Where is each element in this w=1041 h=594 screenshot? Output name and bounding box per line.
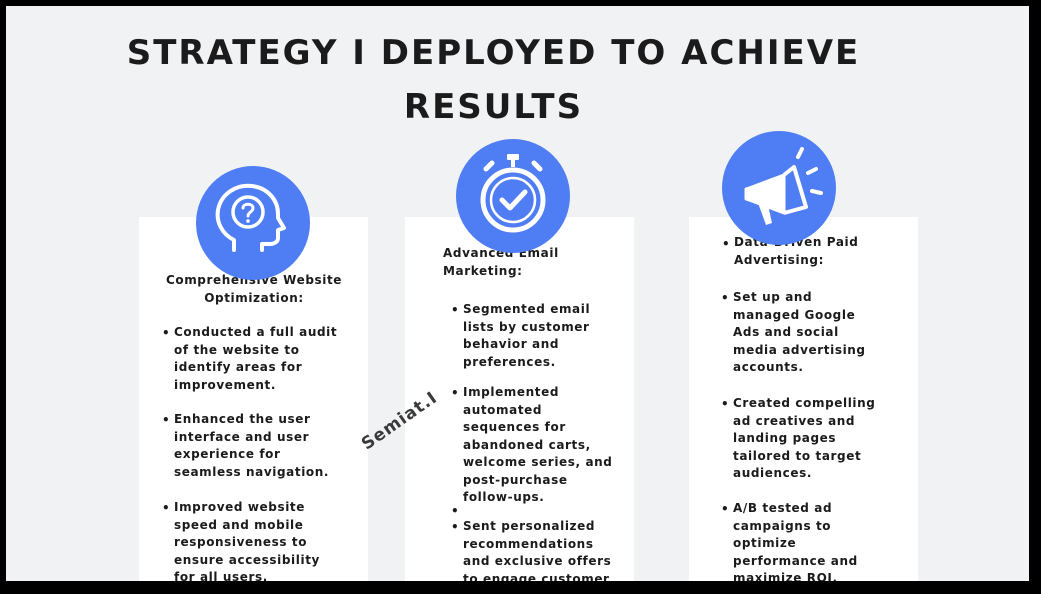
card-heading-line: Marketing: (443, 263, 523, 278)
list-item-line: accounts. (733, 360, 804, 374)
list-item-line: Created compelling (733, 396, 876, 410)
list-item-line: and exclusive offers (463, 554, 612, 568)
list-item-line: Segmented email (463, 302, 591, 316)
bullet-dot: • (162, 413, 170, 427)
bullet-dot: • (721, 397, 729, 411)
card-email-marketing: Advanced Email Marketing: • Segmented em… (405, 217, 634, 581)
list-item: Conducted a full audit of the website to… (174, 324, 337, 394)
list-item-line: responsiveness to (174, 535, 308, 549)
list-item-line: to engage customer (463, 571, 610, 582)
bullet-dot: • (451, 504, 459, 518)
list-item-line: campaigns to (733, 518, 832, 533)
list-item-line: landing pages (733, 431, 837, 445)
list-item-line: Improved website (174, 500, 305, 514)
bullet-dot: • (451, 520, 459, 534)
list-item-line: Conducted a full audit (174, 325, 338, 339)
card-heading-line: Optimization: (204, 290, 304, 305)
list-item-line: improvement. (174, 377, 277, 392)
list-item-line: media advertising (733, 342, 866, 357)
megaphone-icon (722, 131, 836, 245)
stopwatch-check-icon (456, 139, 570, 253)
list-item: Set up and managed Google Ads and social… (733, 289, 866, 377)
list-item-line: Enhanced the user (174, 412, 311, 426)
title-line-1: STRATEGY I DEPLOYED TO ACHIEVE (126, 33, 861, 73)
list-item-line: speed and mobile (174, 517, 304, 532)
list-item-line: automated (463, 402, 543, 417)
list-item-line: Implemented (463, 385, 560, 399)
bullet-dot: • (451, 386, 459, 400)
list-item: Created compelling ad creatives and land… (733, 395, 875, 483)
list-item: Improved website speed and mobile respon… (174, 499, 320, 581)
list-item-line: maximize ROI. (733, 571, 838, 581)
list-item-line: welcome series, and (463, 455, 613, 469)
list-item-line: performance and (733, 553, 858, 568)
list-item-line: interface and user (174, 429, 310, 444)
list-item-line: tailored to target (733, 448, 862, 463)
list-item-line: managed Google (733, 307, 856, 322)
list-item-line: behavior and (463, 337, 560, 351)
list-item-line: follow-ups. (463, 490, 545, 504)
title-line-2: RESULTS (403, 87, 584, 127)
bullet-dot: • (162, 326, 170, 340)
page-title: STRATEGY I DEPLOYED TO ACHIEVE RESULTS (6, 26, 981, 134)
card-heading-line: Advertising: (734, 252, 824, 267)
card-heading: Comprehensive Website Optimization: (154, 272, 354, 307)
list-item-line: identify areas for (174, 360, 303, 374)
bullet-dot: • (162, 501, 170, 515)
list-item-line: seamless navigation. (174, 464, 330, 479)
bullet-dot: • (721, 291, 729, 305)
list-item-line: for all users. (174, 570, 268, 581)
list-item-line: experience for (174, 447, 281, 461)
list-item: Enhanced the user interface and user exp… (174, 411, 329, 481)
list-item-line: A/B tested ad (733, 501, 833, 515)
list-item-line: sequences for (463, 420, 566, 434)
list-item: Segmented email lists by customer behavi… (463, 301, 590, 371)
card-paid-advertising: • Data-Driven Paid Advertising: • Set up… (689, 217, 918, 581)
bullet-dot: • (722, 237, 730, 251)
list-item-line: Set up and (733, 290, 813, 304)
bullet-dot: • (451, 303, 459, 317)
bullet-dot: • (721, 502, 729, 516)
head-question-icon (196, 166, 310, 280)
list-item-line: abandoned carts, (463, 437, 591, 452)
list-item-line: Sent personalized (463, 519, 596, 533)
list-item-line: post-purchase (463, 472, 568, 487)
list-item-line: ad creatives and (733, 413, 856, 428)
list-item: A/B tested ad campaigns to optimize perf… (733, 500, 858, 581)
list-item-line: audiences. (733, 466, 812, 480)
list-item: Sent personalized recommendations and ex… (463, 518, 611, 581)
card-heading-line: Comprehensive Website (165, 273, 343, 287)
list-item-line: optimize (733, 536, 797, 550)
infographic: STRATEGY I DEPLOYED TO ACHIEVE RESULTS C… (6, 6, 1029, 581)
list-item-line: recommendations (463, 536, 594, 551)
list-item: Implemented automated sequences for aban… (463, 384, 612, 507)
list-item-line: preferences. (463, 354, 556, 369)
list-item-line: ensure accessibility (174, 552, 320, 567)
list-item-line: Ads and social (733, 325, 839, 339)
list-item-line: lists by customer (463, 319, 590, 334)
list-item-line: of the website to (174, 342, 300, 357)
